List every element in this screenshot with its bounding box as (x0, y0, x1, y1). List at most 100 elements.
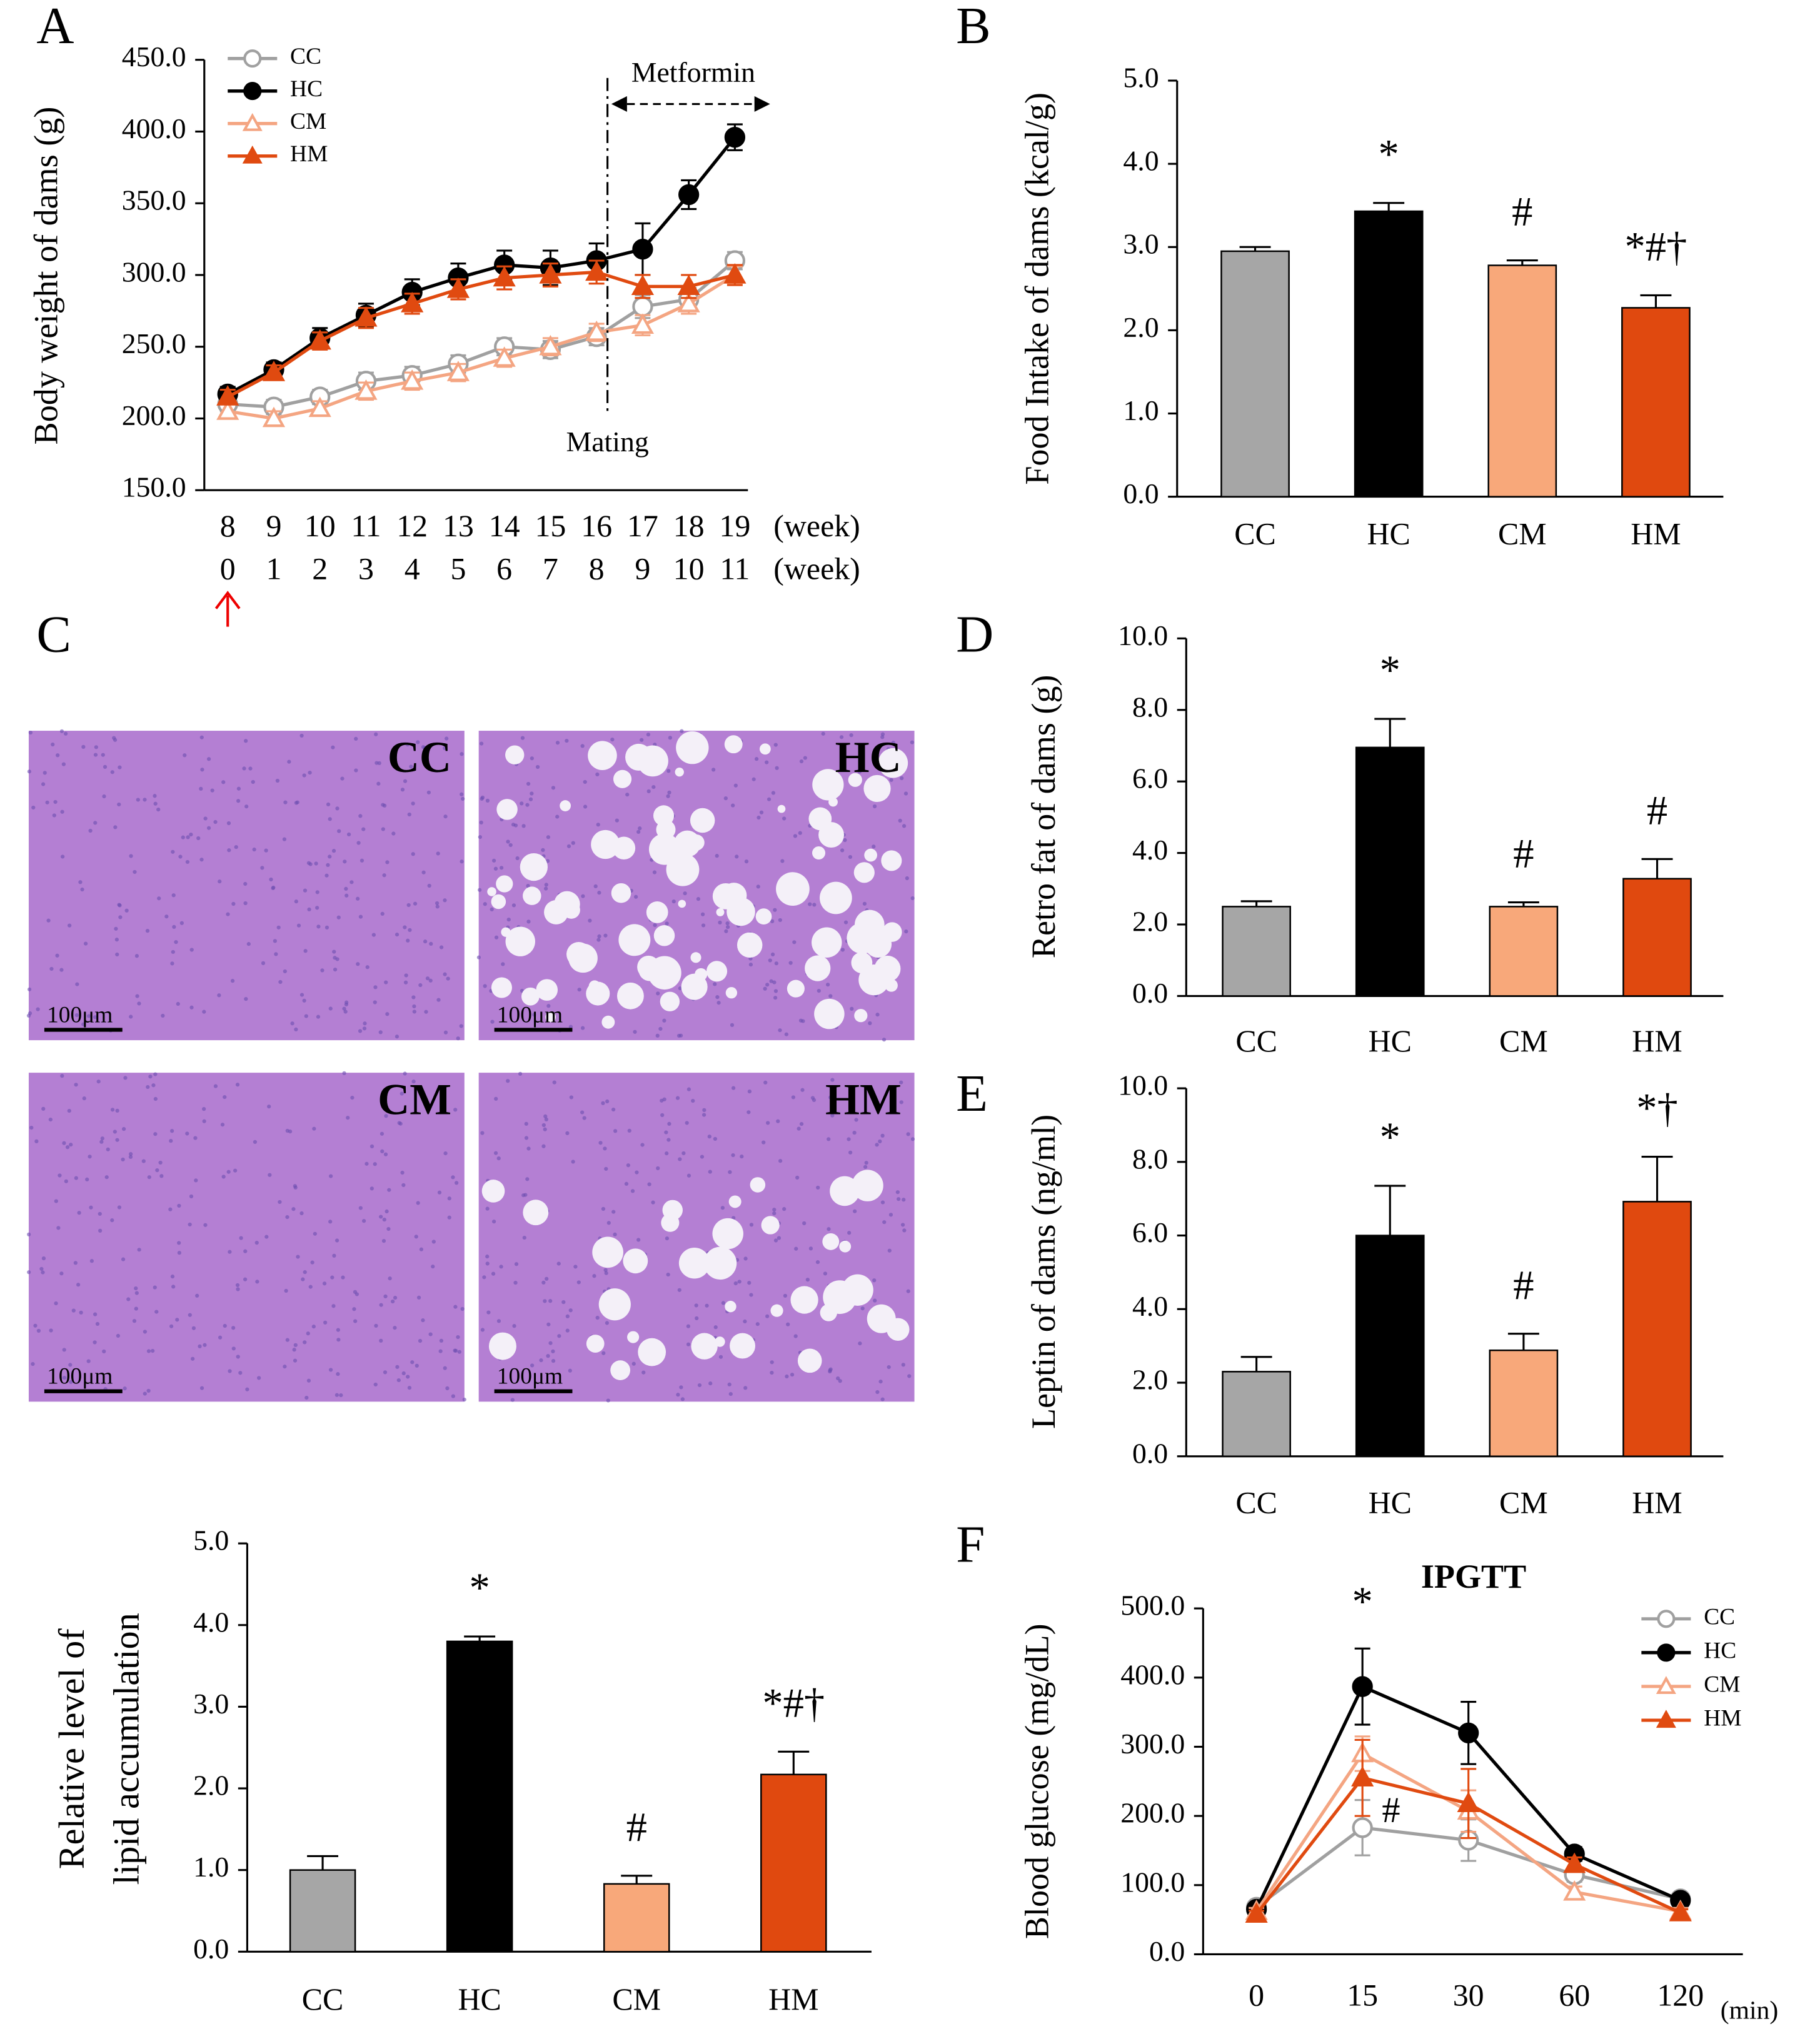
cell-texture (382, 873, 386, 878)
cell-texture (231, 901, 236, 906)
cell-texture (551, 786, 556, 790)
cell-texture (743, 1319, 747, 1324)
cell-texture (906, 1289, 910, 1293)
x-axis-unit-2: (week) (773, 552, 860, 586)
cell-texture (306, 861, 311, 865)
cell-texture (715, 995, 720, 999)
cell-texture (412, 1009, 416, 1014)
cell-texture (158, 1160, 163, 1165)
cell-texture (189, 948, 194, 952)
cell-texture (604, 1166, 608, 1171)
cell-texture (153, 1072, 158, 1076)
cell-texture (69, 1380, 73, 1385)
cell-texture (808, 902, 812, 906)
cell-texture (39, 1266, 44, 1271)
point (1669, 1901, 1692, 1921)
lipid-droplet (805, 955, 831, 981)
cell-texture (278, 979, 283, 984)
legend-label: HM (290, 141, 328, 167)
cell-texture (203, 1343, 207, 1347)
cell-texture (395, 932, 400, 937)
lipid-droplet (820, 1304, 838, 1321)
panel-letter: A (36, 0, 74, 54)
cell-texture (283, 1365, 287, 1369)
point (216, 399, 239, 420)
cell-texture (89, 1259, 94, 1263)
cell-texture (598, 1141, 603, 1145)
cell-texture (424, 1009, 428, 1014)
cell-texture (98, 1211, 102, 1216)
cell-texture (705, 1303, 709, 1308)
cell-texture (235, 1083, 240, 1087)
cell-texture (36, 1328, 41, 1333)
cell-texture (275, 778, 280, 783)
cell-texture (403, 1071, 407, 1076)
lipid-droplet (839, 1240, 852, 1253)
y-tick-label: 0.0 (1123, 478, 1159, 509)
cell-texture (627, 1128, 631, 1133)
cell-texture (403, 980, 408, 984)
cell-texture (324, 925, 329, 929)
cell-texture (137, 1248, 141, 1252)
cell-texture (720, 1206, 725, 1210)
cell-texture (393, 1296, 398, 1300)
cell-texture (396, 1378, 401, 1383)
cell-texture (350, 1095, 354, 1100)
histology-image (28, 731, 465, 1041)
cell-texture (768, 958, 772, 963)
cell-texture (716, 1001, 721, 1005)
cell-texture (795, 1175, 800, 1180)
cell-texture (655, 1033, 660, 1038)
cell-texture (555, 741, 560, 745)
cell-texture (293, 1184, 297, 1188)
cell-texture (293, 1358, 298, 1363)
lipid-droplet (864, 848, 877, 862)
cell-texture (121, 1257, 126, 1261)
point (1657, 1610, 1676, 1628)
cell-texture (541, 1144, 546, 1148)
cell-texture (675, 1096, 680, 1100)
cell-texture (455, 1181, 459, 1185)
cell-texture (511, 903, 516, 908)
cell-texture (541, 848, 545, 853)
cell-texture (411, 1080, 416, 1084)
lipid-droplet (675, 768, 684, 777)
cell-texture (525, 1177, 530, 1181)
lipid-droplet (487, 887, 496, 896)
cell-texture (236, 1287, 240, 1291)
cell-texture (596, 938, 601, 942)
lipid-droplet (496, 799, 518, 820)
y-axis-label: Relative level of (51, 1628, 92, 1869)
cell-texture (303, 888, 308, 893)
cell-texture (425, 976, 430, 981)
cell-texture (415, 1363, 419, 1368)
cell-texture (521, 824, 526, 828)
cell-texture (666, 769, 671, 773)
cell-texture (561, 1300, 566, 1305)
y-tick-label: 250.0 (122, 328, 186, 359)
cell-texture (374, 1323, 378, 1328)
lipid-droplet (520, 853, 548, 881)
lipid-droplet (812, 846, 826, 860)
cell-texture (320, 968, 324, 973)
cell-texture (408, 928, 412, 933)
cell-texture (479, 741, 484, 746)
cell-texture (601, 1351, 606, 1355)
x-tick-label: 19 (719, 509, 750, 543)
cell-texture (242, 766, 246, 771)
cell-texture (246, 942, 251, 946)
cell-texture (571, 841, 575, 845)
cell-texture (378, 1030, 383, 1035)
cell-texture (630, 1189, 635, 1193)
cell-texture (610, 737, 615, 742)
cell-texture (323, 1320, 328, 1325)
cell-texture (737, 1280, 742, 1284)
cell-texture (141, 1159, 146, 1163)
cell-texture (526, 884, 530, 888)
cell-texture (906, 1132, 910, 1136)
y-tick-label: 8.0 (1132, 691, 1168, 723)
cell-texture (299, 1211, 304, 1216)
cell-texture (143, 1330, 148, 1334)
bar (446, 1640, 513, 1953)
cell-texture (411, 801, 415, 806)
